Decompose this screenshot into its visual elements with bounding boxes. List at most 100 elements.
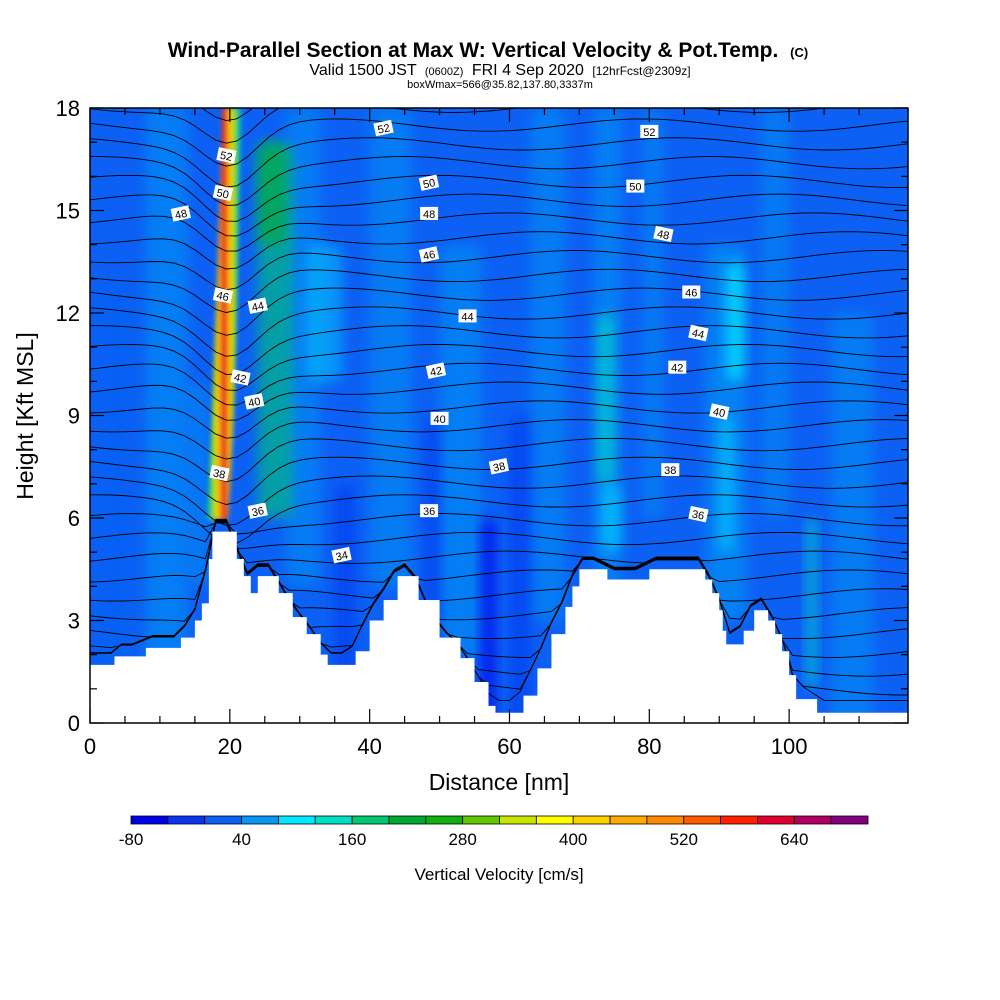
contour-label-text: 48 bbox=[423, 209, 435, 221]
colorbar-swatch bbox=[757, 815, 795, 825]
isentrope-line bbox=[90, 513, 908, 535]
contour-label: 40 bbox=[430, 411, 449, 426]
subtitle-utc: (0600Z) bbox=[425, 66, 464, 78]
contour-label: 42 bbox=[425, 362, 447, 379]
contour-label-text: 40 bbox=[247, 396, 261, 410]
contour-label-bg bbox=[418, 174, 440, 191]
isentrope-line bbox=[90, 325, 908, 375]
y-axis-label: Height [Kft MSL] bbox=[12, 332, 38, 499]
contour-label: 38 bbox=[661, 463, 680, 477]
contour-label-bg bbox=[668, 360, 687, 374]
colorbar-swatch bbox=[793, 815, 832, 825]
isentrope-line bbox=[90, 231, 908, 270]
isentrope-line bbox=[90, 306, 908, 357]
contour-label: 48 bbox=[170, 205, 191, 222]
velocity-band-23 bbox=[187, 381, 209, 587]
contour-label-bg bbox=[688, 324, 709, 342]
velocity-band-14 bbox=[334, 483, 356, 689]
contour-label-text: 42 bbox=[429, 365, 443, 379]
x-tick-label: 100 bbox=[771, 734, 808, 759]
chart-title-suffix: (C) bbox=[790, 45, 808, 60]
isentrope-line bbox=[90, 419, 908, 460]
isentrope-line bbox=[90, 362, 908, 406]
contour-label-bg bbox=[170, 205, 191, 222]
velocity-band-3 bbox=[439, 244, 482, 655]
contour-label-bg bbox=[420, 504, 439, 518]
y-tick-label: 6 bbox=[68, 506, 80, 531]
subtitle-valid: Valid 1500 JST bbox=[309, 62, 417, 79]
contour-label: 50 bbox=[626, 179, 645, 194]
velocity-band-22 bbox=[306, 244, 342, 382]
velocity-band-19 bbox=[806, 518, 818, 689]
contour-label-bg bbox=[247, 297, 268, 314]
contour-label-text: 50 bbox=[422, 177, 436, 191]
terrain bbox=[90, 531, 908, 723]
velocity-bands bbox=[103, 108, 874, 723]
y-tick-label: 12 bbox=[56, 301, 80, 326]
isentrope-line bbox=[201, 108, 254, 122]
contour-label-text: 36 bbox=[251, 505, 265, 519]
isentrope-line bbox=[90, 108, 829, 144]
colorbar-swatch bbox=[646, 815, 685, 825]
colorbar-swatch bbox=[425, 815, 464, 825]
colorbar-swatch bbox=[535, 815, 574, 825]
contour-label-bg bbox=[209, 464, 230, 482]
contour-label-text: 46 bbox=[215, 290, 229, 304]
contour-label: 52 bbox=[640, 124, 659, 139]
colorbar-tick-label: 640 bbox=[780, 830, 808, 849]
velocity-band-0 bbox=[145, 108, 188, 723]
colorbar-label: Vertical Velocity [cm/s] bbox=[414, 865, 583, 884]
contour-label: 42 bbox=[230, 369, 251, 386]
contour-label-bg bbox=[331, 546, 352, 564]
colorbar-tick-label: 40 bbox=[232, 830, 251, 849]
y-tick-label: 18 bbox=[56, 96, 80, 121]
contour-label-bg bbox=[626, 179, 645, 193]
contour-label-text: 48 bbox=[174, 208, 188, 222]
velocity-band-9 bbox=[831, 313, 874, 723]
colorbar-swatch bbox=[720, 815, 758, 825]
contour-label-bg bbox=[425, 362, 447, 379]
y-tick-label: 15 bbox=[56, 199, 80, 224]
contour-label-bg bbox=[420, 206, 439, 220]
contour-label-bg bbox=[682, 285, 701, 299]
contour-label-text: 44 bbox=[251, 300, 265, 314]
contour-label-bg bbox=[488, 458, 510, 475]
isentrope-line bbox=[90, 400, 908, 439]
colorbar-swatch bbox=[241, 815, 279, 825]
colorbar-tick-label: -80 bbox=[119, 830, 144, 849]
colorbar-swatch bbox=[462, 815, 500, 825]
contour-label-bg bbox=[244, 393, 265, 410]
isentrope-line bbox=[90, 156, 908, 206]
isentrope-line bbox=[90, 212, 908, 252]
velocity-band-6 bbox=[642, 108, 664, 518]
contour-label-bg bbox=[640, 124, 659, 138]
subtitle-forecast: [12hrFcst@2309z] bbox=[592, 64, 690, 78]
colorbar-swatch bbox=[499, 815, 537, 825]
x-tick-label: 40 bbox=[357, 734, 381, 759]
contour-label: 42 bbox=[668, 360, 687, 375]
updraft-core bbox=[206, 108, 242, 520]
contour-label-bg bbox=[212, 184, 234, 202]
isentrope-line bbox=[90, 343, 908, 391]
contour-label-bg bbox=[653, 225, 674, 243]
contour-label-text: 36 bbox=[423, 506, 435, 518]
contour-label: 38 bbox=[488, 458, 510, 475]
contour-label: 44 bbox=[458, 309, 477, 323]
colorbar-swatch bbox=[204, 815, 242, 825]
contour-label-text: 34 bbox=[335, 549, 349, 563]
contour-label-text: 50 bbox=[629, 182, 641, 194]
isentrope-line bbox=[90, 437, 908, 483]
velocity-band-11 bbox=[509, 415, 531, 723]
contour-label-bg bbox=[418, 246, 440, 263]
contour-label-bg bbox=[247, 502, 268, 519]
contour-label-text: 42 bbox=[233, 372, 247, 386]
subtitle-box: boxWmax=566@35.82,137.80,3337m bbox=[407, 79, 593, 91]
contour-label: 46 bbox=[682, 285, 701, 300]
contour-label: 50 bbox=[212, 184, 234, 202]
contour-label: 36 bbox=[688, 505, 709, 523]
contour-label-bg bbox=[661, 463, 680, 477]
velocity-band-17 bbox=[726, 261, 744, 382]
colorbar-tick-label: 280 bbox=[448, 830, 476, 849]
